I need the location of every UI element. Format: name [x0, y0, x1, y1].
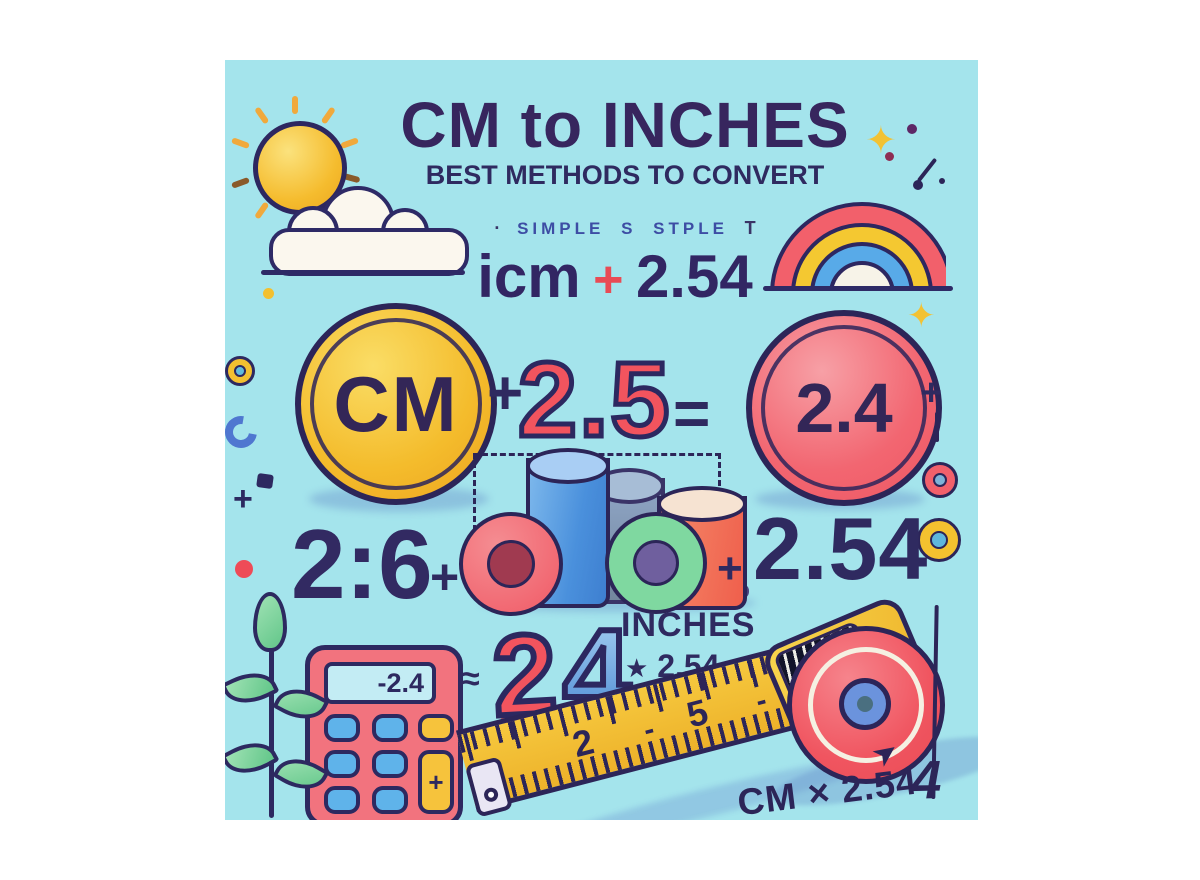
top-formula: icm + 2.54 [375, 242, 855, 311]
result-coin: 2.4 [746, 310, 942, 506]
cylinder-lid [657, 486, 747, 522]
sun-ray [292, 96, 298, 114]
plus-mark-icon: + [233, 480, 253, 518]
bottom-formula-text: CM × 2.54 [735, 760, 920, 820]
formula-plus: + [593, 251, 624, 309]
result-coin-label: 2.4 [795, 369, 893, 447]
calc-key [372, 714, 408, 742]
side-plus: + [920, 372, 943, 414]
sun-ray [231, 137, 250, 150]
value-2-6: 2:6 [291, 509, 433, 619]
navy-dot [913, 180, 923, 190]
c-ring-icon [225, 409, 264, 455]
page-subtitle: BEST METHODS TO CONVERT [425, 160, 825, 190]
reel-ring [808, 647, 924, 763]
bottom-formula-extra-digit: 4 [910, 750, 942, 811]
division-plus: + [430, 549, 460, 605]
formula-rhs: 2.54 [635, 243, 753, 310]
tape-reel-icon [787, 626, 945, 784]
factor-2-5: 2.5 [515, 339, 672, 462]
cloud-base [269, 228, 469, 276]
factor-2-54: 2.54 [753, 499, 929, 598]
sun-ray [254, 106, 270, 125]
calc-key [324, 714, 360, 742]
cm-coin: CM [295, 303, 497, 505]
sparkle-icon: ✦ [907, 297, 936, 335]
ring-hole [633, 540, 679, 586]
calc-key [372, 786, 408, 814]
reel-hub-dot [857, 696, 873, 712]
side-tick-line [935, 412, 939, 442]
sun-ray [320, 106, 336, 125]
sun-ray [231, 176, 250, 189]
cm-coin-label: CM [333, 359, 459, 448]
rainbow-baseline [763, 286, 953, 291]
tagline-left-mark: · [494, 218, 501, 238]
flag-mark-icon [256, 472, 274, 490]
calc-key [324, 750, 360, 778]
cloud-icon [263, 186, 469, 276]
plant-stem [269, 608, 274, 818]
cylinder-lid [526, 448, 610, 484]
inches-label: INCHES [621, 606, 756, 644]
ring-green [605, 512, 707, 614]
ring-red [459, 512, 563, 616]
purple-dot [907, 124, 917, 134]
pin-line [916, 157, 938, 183]
red-donut-icon [922, 462, 958, 498]
cylinder-plus: + [717, 544, 743, 593]
tagline: · SIMPLE S STPLE T [345, 218, 905, 239]
tagline-right-mark: T [744, 218, 756, 238]
equals-sign: = [673, 377, 711, 449]
donut-hole [933, 473, 947, 487]
calculator-display: -2.4 [324, 662, 436, 704]
page-title: CM to INCHES [400, 89, 850, 161]
calc-key [324, 786, 360, 814]
formula-lhs: icm [477, 243, 581, 310]
plus-operator: + [487, 359, 524, 428]
hook-rivet [482, 786, 500, 804]
yellow-donut-icon [917, 518, 961, 562]
star-icon: ★ [625, 653, 649, 683]
yellow-donut-icon [225, 356, 255, 386]
calc-plus-key: + [418, 750, 454, 814]
cloud-baseline [261, 270, 465, 275]
red-dot [235, 560, 253, 578]
approx-sign: ≈ [461, 660, 480, 698]
calc-key [372, 750, 408, 778]
donut-hole [930, 531, 948, 549]
calculator-icon: -2.4 + [305, 645, 463, 820]
ring-hole [487, 540, 535, 588]
plant-leaf [253, 592, 287, 652]
cm-to-inches-poster: CM to INCHES BEST METHODS TO CONVERT · S… [225, 60, 978, 820]
tagline-text: SIMPLE S STPLE [517, 219, 728, 238]
donut-hole [234, 365, 246, 377]
rainbow-icon [770, 202, 946, 290]
navy-dot [939, 178, 945, 184]
purple-dot [885, 152, 894, 161]
yellow-dot [263, 288, 274, 299]
reel-hub [839, 678, 891, 730]
calc-key [418, 714, 454, 742]
